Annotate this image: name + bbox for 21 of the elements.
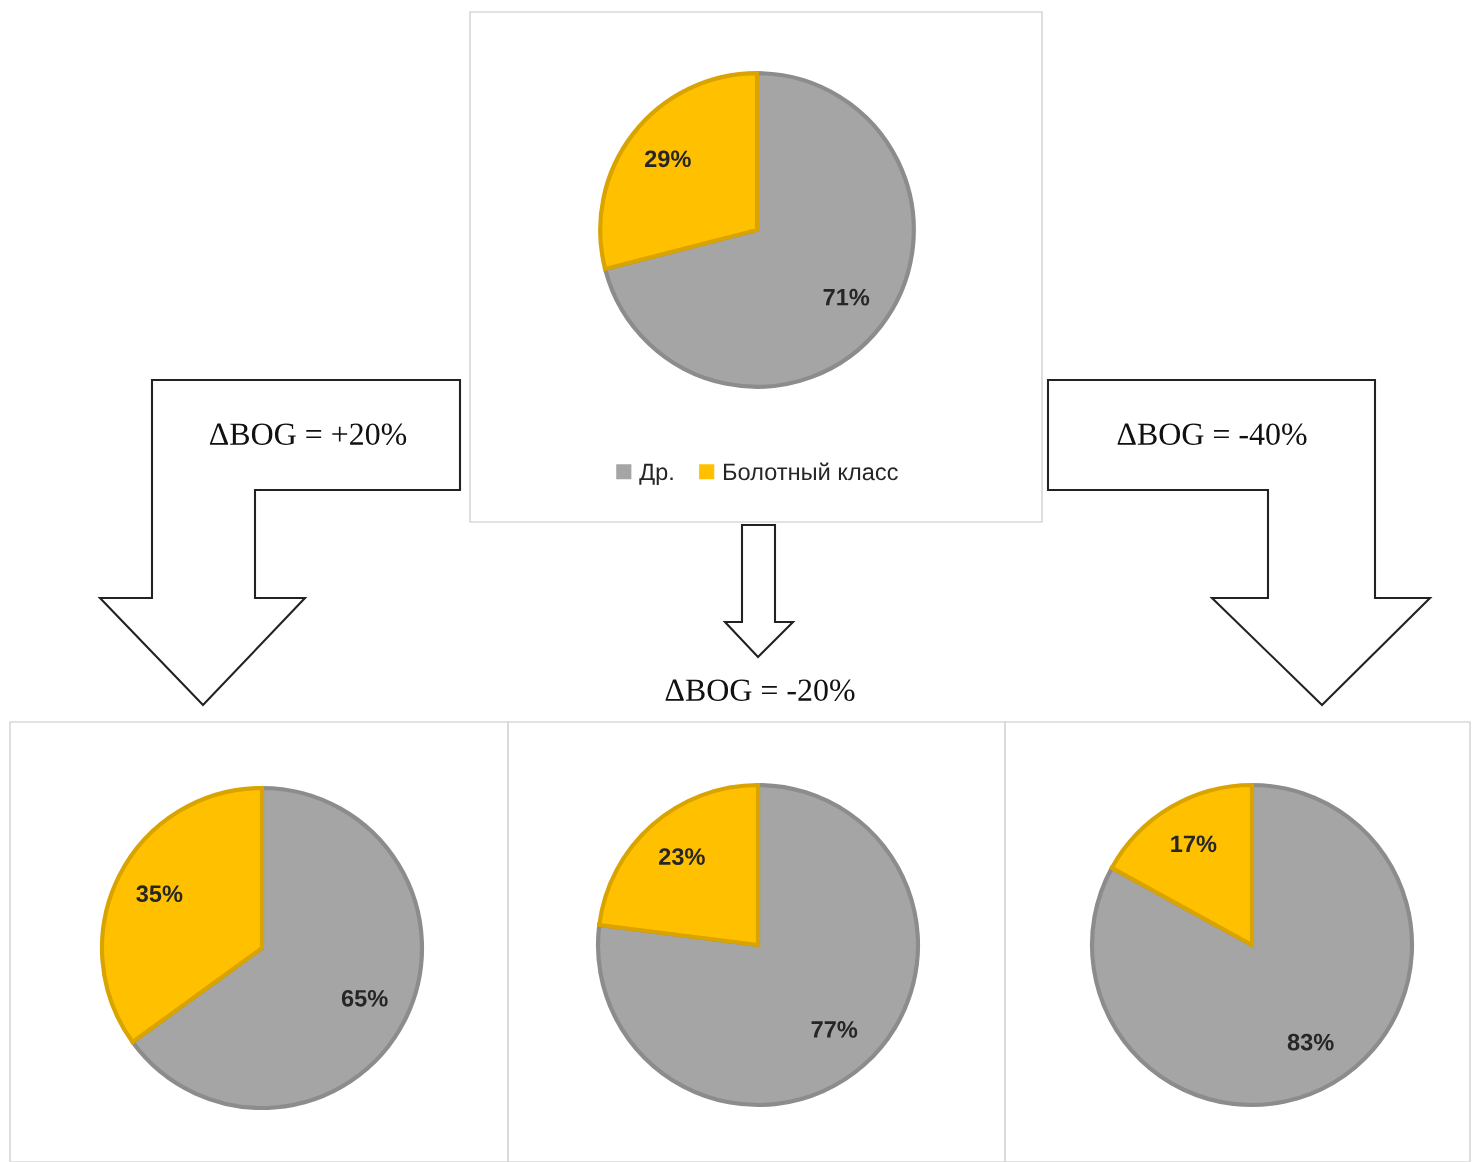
data-label: 71% <box>823 288 870 306</box>
pie-slice <box>595 782 921 1108</box>
pie-slice <box>598 71 760 272</box>
legend-label: Др. <box>639 463 673 485</box>
pie-slice <box>99 785 265 1045</box>
pie-slice <box>1109 782 1255 948</box>
text: ΔBOG = -20% <box>665 679 855 702</box>
pie-slice <box>597 782 761 948</box>
data-label: 65% <box>341 989 388 1007</box>
pie-slice <box>1089 782 1415 1108</box>
text: ΔBOG = -40% <box>1117 423 1307 446</box>
text: ΔBOG = +20% <box>209 423 407 446</box>
legend-label: Болотный класс <box>723 462 898 481</box>
data-label: 35% <box>136 885 183 903</box>
data-label: 17% <box>1171 835 1217 853</box>
pie-slice <box>130 785 425 1111</box>
data-label: 23% <box>659 848 705 865</box>
data-label: 29% <box>644 150 691 168</box>
data-label: 83% <box>1287 1033 1334 1051</box>
data-label: 77% <box>811 1021 858 1038</box>
pie-slice <box>603 71 916 389</box>
